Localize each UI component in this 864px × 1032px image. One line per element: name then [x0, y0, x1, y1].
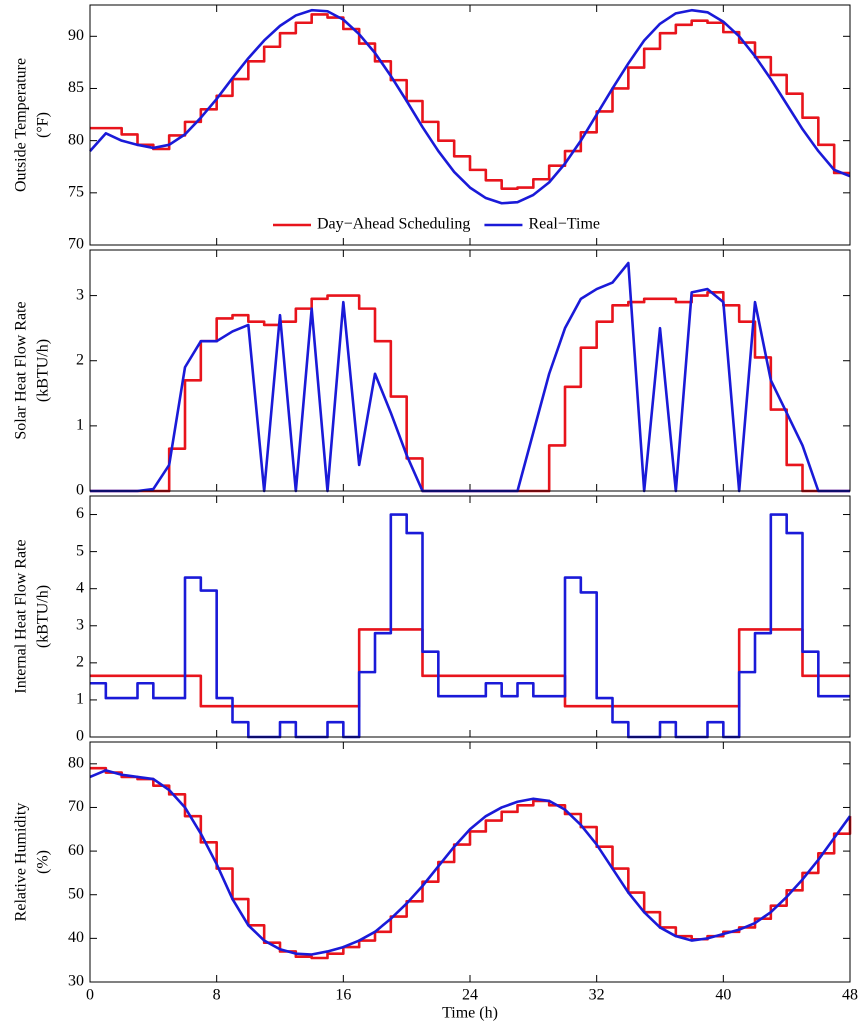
x-axis-label: Time (h): [442, 1005, 498, 1022]
series-line: [90, 261, 850, 493]
series-line: [90, 13, 850, 190]
y-tick-label: 0: [76, 728, 84, 745]
legend-label: Day−Ahead Scheduling: [317, 216, 470, 233]
x-tick-label: 16: [335, 987, 351, 1004]
y-tick-label: 70: [68, 236, 84, 253]
y-tick-label: 90: [68, 27, 84, 44]
axes-frame: [89, 741, 851, 983]
axes-frame: [89, 495, 851, 738]
y-tick-label: 3: [76, 616, 84, 633]
y-axis-label: Internal Heat Flow Rate: [13, 539, 30, 693]
series-line: [90, 513, 850, 739]
y-tick-label: 2: [76, 351, 84, 368]
y-tick-label: 30: [68, 973, 84, 990]
x-tick-label: 8: [213, 987, 221, 1004]
x-tick-label: 40: [715, 987, 731, 1004]
series-line: [89, 769, 852, 956]
series-line: [90, 628, 850, 708]
y-tick-label: 0: [76, 482, 84, 499]
x-tick-label: 32: [589, 987, 605, 1004]
y-axis-label: (%): [35, 850, 52, 874]
y-tick-label: 80: [68, 131, 84, 148]
y-tick-label: 4: [76, 579, 84, 596]
series-line: [90, 766, 852, 960]
y-tick-label: 3: [76, 286, 84, 303]
y-axis-label: Outside Temperature: [13, 58, 30, 192]
y-tick-label: 80: [68, 754, 84, 771]
y-tick-label: 85: [68, 79, 84, 96]
y-axis-label: (kBTU/h): [35, 585, 52, 648]
y-tick-label: 40: [68, 929, 84, 946]
x-tick-label: 48: [842, 987, 858, 1004]
y-axis-label: (kBTU/h): [35, 339, 52, 402]
y-tick-label: 50: [68, 885, 84, 902]
y-tick-label: 6: [76, 505, 84, 522]
x-tick-label: 24: [462, 987, 478, 1004]
axes-frame: [89, 249, 851, 492]
y-axis-label: Solar Heat Flow Rate: [13, 301, 30, 439]
y-tick-label: 1: [76, 691, 84, 708]
y-tick-label: 75: [68, 183, 84, 200]
legend-label: Real−Time: [528, 216, 600, 233]
axes-frame: [89, 4, 851, 246]
legend-box: [265, 213, 675, 237]
y-axis-label: Relative Humidity: [13, 803, 30, 922]
y-axis-label: (°F): [35, 112, 52, 138]
y-tick-label: 5: [76, 542, 84, 559]
y-tick-label: 60: [68, 842, 84, 859]
y-tick-label: 1: [76, 417, 84, 434]
y-tick-label: 70: [68, 798, 84, 815]
x-tick-label: 0: [86, 987, 94, 1004]
series-line: [89, 8, 851, 205]
legend: Day−Ahead Scheduling Real−Time: [265, 213, 675, 237]
y-tick-label: 2: [76, 654, 84, 671]
